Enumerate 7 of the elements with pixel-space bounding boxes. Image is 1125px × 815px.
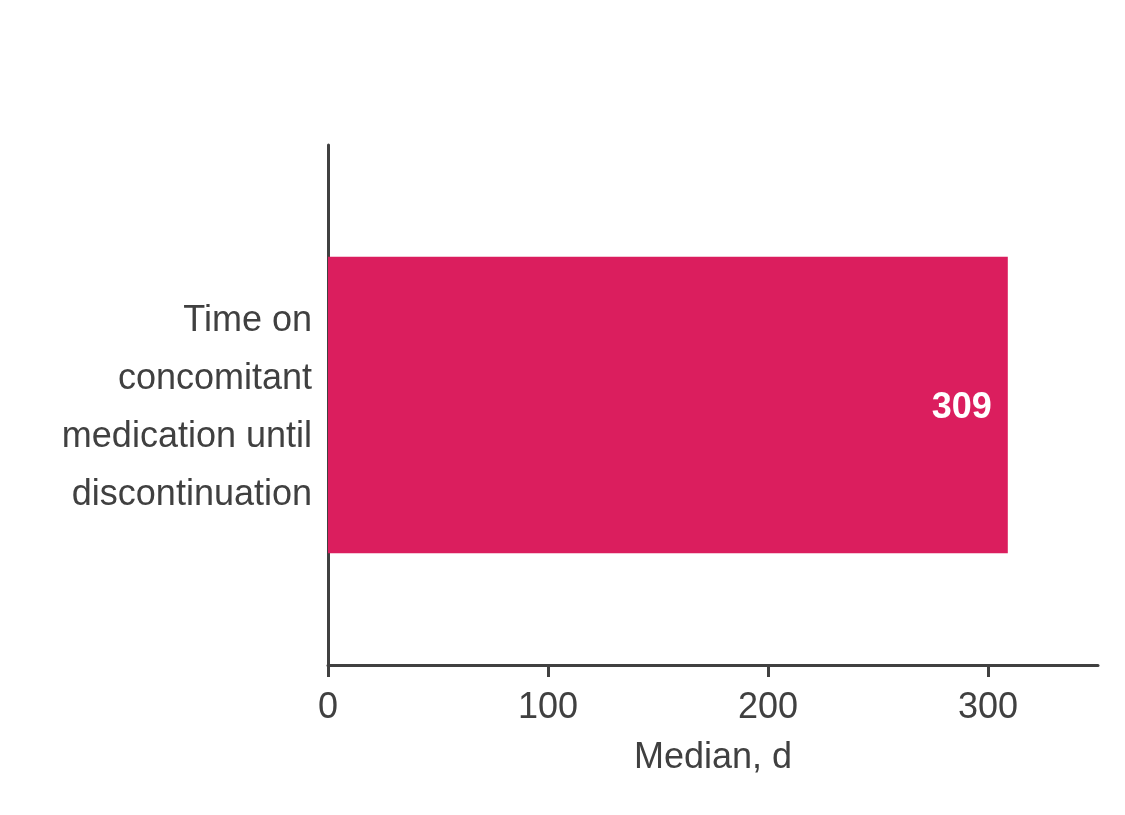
- y-tick-label: Time on concomitant medication until discontinuation: [61, 297, 312, 513]
- x-axis-title: Median, d: [633, 734, 793, 776]
- x-tick-label: 0: [317, 684, 339, 726]
- data-label: 309: [931, 384, 992, 426]
- x-tick-label: 200: [737, 684, 799, 726]
- x-tick-label: 100: [517, 684, 579, 726]
- x-tick-label: 300: [957, 684, 1019, 726]
